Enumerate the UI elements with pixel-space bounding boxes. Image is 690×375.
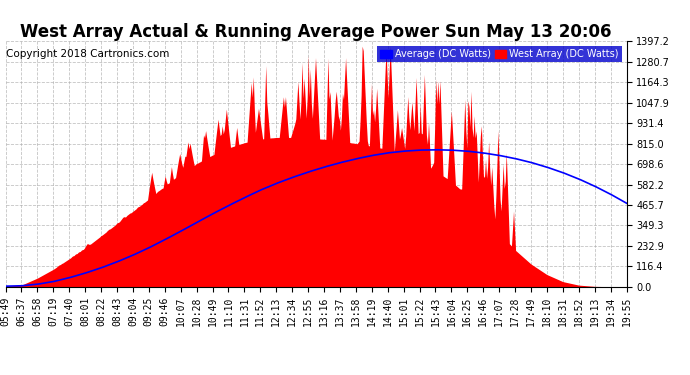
Title: West Array Actual & Running Average Power Sun May 13 20:06: West Array Actual & Running Average Powe… <box>20 23 612 41</box>
Legend: Average (DC Watts), West Array (DC Watts): Average (DC Watts), West Array (DC Watts… <box>377 46 622 62</box>
Text: Copyright 2018 Cartronics.com: Copyright 2018 Cartronics.com <box>6 49 170 58</box>
